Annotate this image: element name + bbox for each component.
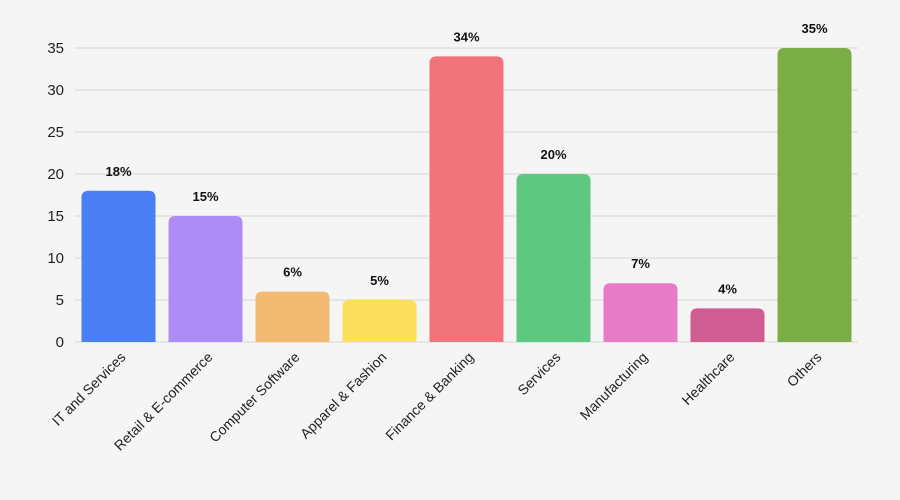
x-category-label: Apparel & Fashion [297, 349, 390, 442]
data-labels: 18% 15% 6% 5% 34% 20% 7% 4% 35% [105, 21, 827, 296]
bars [81, 48, 852, 343]
x-category-label: Computer Software [206, 349, 303, 446]
data-label: 20% [540, 147, 566, 162]
x-category-label: Others [784, 349, 825, 390]
data-label: 18% [105, 164, 131, 179]
bar-it-and-services [81, 190, 156, 342]
y-tick-label: 25 [47, 124, 64, 141]
y-tick-label: 20 [47, 166, 64, 183]
y-tick-label: 5 [56, 292, 64, 309]
data-label: 7% [631, 256, 650, 271]
x-category-label: Manufacturing [577, 349, 651, 423]
x-category-label: IT and Services [49, 349, 129, 429]
bar-manufacturing [603, 283, 678, 342]
data-label: 5% [370, 273, 389, 288]
y-tick-label: 35 [47, 40, 64, 57]
bar-healthcare [690, 308, 765, 342]
bar-finance-banking [429, 56, 504, 343]
data-label: 34% [453, 29, 479, 44]
y-tick-label: 15 [47, 208, 64, 225]
y-axis-tick-labels: 0 5 10 15 20 25 30 35 [47, 40, 64, 351]
y-tick-label: 30 [47, 82, 64, 99]
data-label: 35% [801, 21, 827, 36]
x-category-label: Retail & E-commerce [111, 349, 216, 454]
bar-computer-software [255, 291, 330, 342]
bar-retail-e-commerce [168, 216, 243, 342]
x-category-label: Healthcare [678, 349, 737, 408]
y-tick-label: 0 [56, 334, 64, 351]
bar-services [516, 174, 591, 342]
data-label: 6% [283, 265, 302, 280]
y-tick-label: 10 [47, 250, 64, 267]
bar-others [777, 48, 852, 342]
bar-apparel-fashion [342, 300, 417, 342]
x-category-label: Finance & Banking [382, 349, 476, 443]
x-category-label: Services [514, 349, 563, 398]
data-label: 4% [718, 281, 737, 296]
data-label: 15% [192, 189, 218, 204]
